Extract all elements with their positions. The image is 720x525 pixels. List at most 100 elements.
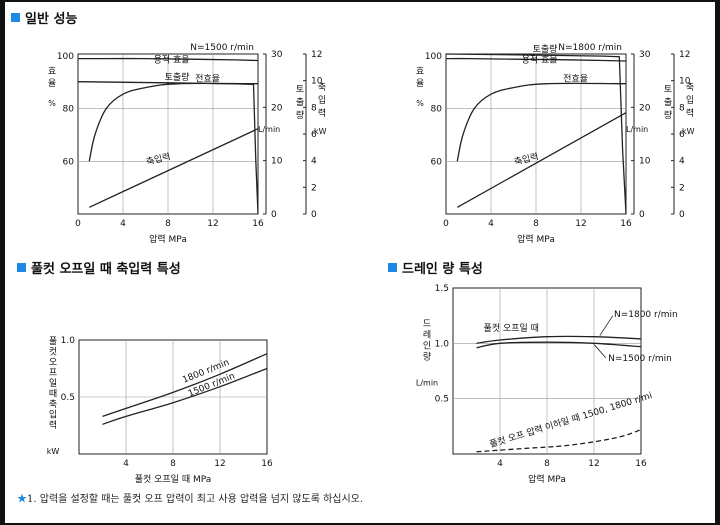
x-tick-label: 12 bbox=[588, 459, 599, 469]
flow-tick-label: 0 bbox=[271, 210, 277, 220]
flow-axis-label: 출 bbox=[296, 97, 304, 108]
power-tick-label: 12 bbox=[311, 50, 322, 60]
y-axis-label: 량 bbox=[423, 351, 431, 363]
power-axis-label: kW bbox=[682, 127, 695, 136]
series-label: 토출량 bbox=[533, 43, 558, 55]
y-axis-label: 일 bbox=[49, 378, 57, 389]
flow-tick-label: 20 bbox=[639, 103, 651, 113]
power-tick-label: 4 bbox=[311, 157, 317, 167]
series-label: 전효율 bbox=[563, 74, 588, 85]
power-axis-label: 입 bbox=[686, 94, 694, 106]
chart-title: N=1500 r/min bbox=[190, 43, 254, 53]
x-tick-label: 8 bbox=[544, 459, 550, 469]
x-tick-label: 0 bbox=[75, 219, 81, 229]
section-marker-icon bbox=[17, 263, 26, 272]
x-axis-label: 압력 MPa bbox=[149, 233, 187, 245]
power-axis-label: 입 bbox=[318, 94, 326, 106]
y-axis-label: kW bbox=[47, 447, 60, 456]
y-tick-label: 0.5 bbox=[435, 395, 449, 405]
x-tick-label: 4 bbox=[120, 219, 126, 229]
footnote: ★1. 압력을 설정할 때는 풀컷 오프 압력이 최고 사용 압력을 넘지 않도… bbox=[17, 490, 363, 505]
series-line bbox=[456, 82, 627, 162]
section-marker-icon bbox=[11, 13, 20, 22]
y-axis-label: 컷 bbox=[49, 347, 57, 358]
leader-line bbox=[599, 315, 614, 336]
series-line bbox=[89, 128, 259, 208]
x-tick-label: 4 bbox=[488, 219, 494, 229]
section-marker-icon bbox=[388, 263, 397, 272]
series-line bbox=[102, 367, 268, 425]
y-axis-label: % bbox=[48, 99, 56, 108]
y-axis-label: % bbox=[416, 99, 424, 108]
series-label: 토출량 bbox=[165, 71, 190, 83]
series-line bbox=[476, 335, 642, 344]
flow-axis-label: 출 bbox=[664, 97, 672, 108]
power-tick-label: 0 bbox=[311, 210, 317, 220]
y-tick-label: 80 bbox=[431, 105, 443, 115]
y-axis-label: 때 bbox=[49, 389, 57, 400]
x-tick-label: 8 bbox=[165, 219, 171, 229]
section-title-text: 일반 성능 bbox=[25, 12, 78, 27]
series-label: N=1500 r/min bbox=[608, 354, 672, 364]
x-tick-label: 12 bbox=[214, 459, 225, 469]
series-line bbox=[102, 353, 268, 417]
power-tick-label: 2 bbox=[311, 183, 317, 193]
flow-tick-label: 0 bbox=[639, 210, 645, 220]
y-axis-label: 입 bbox=[49, 409, 57, 421]
power-axis-label: 력 bbox=[318, 107, 326, 119]
x-axis-label: 풀컷 오프일 때 MPa bbox=[135, 474, 212, 485]
y-axis-label: 율 bbox=[416, 78, 424, 89]
leader-line bbox=[593, 344, 607, 358]
flow-axis-label: 토 bbox=[664, 85, 672, 95]
flow-axis-label: 량 bbox=[664, 109, 672, 121]
y-tick-label: 60 bbox=[63, 157, 75, 167]
x-axis-label: 압력 MPa bbox=[528, 473, 566, 485]
y-axis-label: L/min bbox=[416, 378, 438, 387]
y-axis-label: 드 bbox=[423, 320, 431, 330]
y-tick-label: 80 bbox=[63, 105, 75, 115]
x-tick-label: 16 bbox=[620, 219, 632, 229]
y-tick-label: 0.5 bbox=[61, 393, 75, 403]
y-axis-label: 효 bbox=[416, 66, 424, 77]
y-tick-label: 100 bbox=[57, 52, 74, 62]
series-line bbox=[456, 112, 627, 208]
section-title-general: 일반 성능 bbox=[11, 8, 77, 27]
power-axis-label: 축 bbox=[686, 82, 694, 93]
chart-title: N=1800 r/min bbox=[558, 43, 622, 53]
y-axis-label: 레 bbox=[423, 330, 431, 341]
y-tick-label: 100 bbox=[425, 52, 442, 62]
series-line bbox=[88, 82, 259, 162]
x-tick-label: 4 bbox=[497, 459, 503, 469]
series-label: 용적 효율 bbox=[522, 54, 558, 66]
section-title-drain: 드레인 량 특성 bbox=[388, 258, 483, 277]
flow-tick-label: 30 bbox=[639, 50, 651, 60]
power-axis-label: 력 bbox=[686, 107, 694, 119]
power-tick-label: 8 bbox=[311, 103, 317, 113]
flow-axis-label: L/min bbox=[626, 125, 648, 134]
series-line bbox=[77, 57, 259, 62]
series-line bbox=[445, 57, 627, 62]
x-tick-label: 8 bbox=[170, 459, 176, 469]
power-tick-label: 2 bbox=[679, 183, 685, 193]
x-tick-label: 4 bbox=[123, 459, 129, 469]
y-axis-label: 축 bbox=[49, 399, 57, 410]
y-axis-label: 율 bbox=[48, 78, 56, 89]
section-title-text: 풀컷 오프일 때 축입력 특성 bbox=[31, 262, 181, 277]
series-label: 풀컷 오프 압력 이하일 때 1500, 1800 r/mi bbox=[488, 389, 654, 450]
power-axis-label: kW bbox=[314, 127, 327, 136]
power-tick-label: 12 bbox=[679, 50, 690, 60]
flow-tick-label: 20 bbox=[271, 103, 283, 113]
series-line bbox=[445, 53, 627, 215]
series-line bbox=[476, 341, 642, 349]
y-tick-label: 1.5 bbox=[435, 284, 449, 294]
y-axis-label: 오 bbox=[49, 357, 57, 368]
series-label: 풀컷 오프일 때 bbox=[484, 323, 539, 334]
power-tick-label: 6 bbox=[311, 130, 317, 140]
y-axis-label: 효 bbox=[48, 66, 56, 77]
power-tick-label: 0 bbox=[679, 210, 685, 220]
x-tick-label: 0 bbox=[443, 219, 449, 229]
power-tick-label: 6 bbox=[679, 130, 685, 140]
star-icon: ★ bbox=[17, 494, 27, 505]
y-tick-label: 1.0 bbox=[61, 336, 76, 346]
